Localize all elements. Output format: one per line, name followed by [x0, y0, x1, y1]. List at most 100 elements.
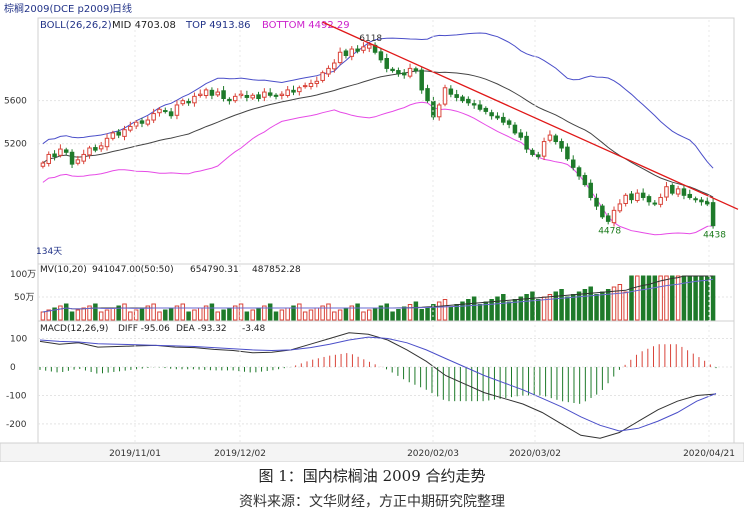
candle-body	[186, 101, 191, 104]
candle-body	[431, 101, 436, 118]
volume-v1: 941047.00(50:50)	[92, 265, 174, 275]
candle-body	[442, 87, 448, 105]
volume-bar	[279, 309, 285, 321]
candle-body	[116, 131, 121, 136]
candle-body	[46, 153, 51, 164]
candle-body	[559, 141, 564, 149]
macd-diff: DIFF -95.06	[118, 324, 170, 334]
candle-body	[477, 104, 483, 110]
candle-body	[128, 125, 133, 131]
price-panel	[37, 17, 735, 265]
candle-body	[273, 94, 279, 97]
volume-bar	[297, 303, 302, 321]
candle-body	[448, 88, 454, 95]
candle-body	[238, 93, 244, 97]
candle-body	[541, 141, 547, 157]
candle-body	[390, 68, 395, 72]
macd-y-tick-label: -100	[6, 391, 27, 401]
candle-body	[629, 193, 634, 201]
candle-body	[506, 120, 512, 125]
volume-bar	[442, 299, 448, 321]
candle-body	[110, 132, 116, 139]
volume-bar	[448, 306, 454, 321]
candle-body	[279, 93, 285, 97]
volume-v2: 654790.31	[190, 265, 239, 275]
volume-bar	[332, 311, 337, 321]
volume-bar	[699, 275, 704, 321]
candle-body	[652, 202, 658, 205]
candle-body	[524, 135, 529, 150]
candle-body	[675, 188, 681, 195]
candle-body	[611, 209, 617, 224]
macd-dea-line	[39, 336, 717, 432]
candle-body	[501, 116, 506, 123]
volume-bar	[559, 289, 564, 321]
candle-body	[646, 196, 652, 203]
volume-bar	[594, 294, 599, 321]
volume-bar	[640, 275, 646, 321]
candle-body	[536, 154, 541, 158]
candle-body	[203, 89, 209, 97]
volume-bar	[308, 309, 314, 321]
candle-body	[139, 120, 145, 124]
candle-body	[314, 80, 320, 84]
volume-bar	[401, 306, 407, 321]
volume-bar	[413, 301, 419, 321]
macd-title: MACD(12,26,9)	[40, 324, 108, 334]
volume-layer: 50万 100万	[10, 270, 734, 321]
volume-bar	[670, 275, 675, 321]
candle-body	[565, 146, 570, 160]
volume-bar	[198, 307, 203, 321]
volume-bar	[378, 305, 384, 321]
candle-body	[413, 68, 419, 72]
candle-body	[483, 107, 489, 112]
volume-bar	[460, 301, 465, 321]
candle-body	[133, 121, 139, 127]
volume-bar	[145, 305, 151, 321]
candle-body	[192, 95, 197, 104]
volume-bar	[349, 305, 355, 321]
candle-body	[670, 184, 675, 194]
candle-body	[250, 94, 255, 99]
candle-body	[436, 104, 442, 118]
volume-bar	[372, 307, 378, 321]
candle-body	[221, 90, 226, 100]
volume-bar	[110, 307, 116, 321]
candle-body	[512, 124, 518, 134]
price-y-tick-label: 5600	[4, 97, 27, 107]
candle-body	[87, 147, 92, 156]
candle-body	[588, 182, 593, 198]
candle-body	[605, 215, 611, 222]
candle-body	[52, 153, 57, 158]
candle-body	[658, 196, 663, 205]
volume-bar	[262, 305, 267, 321]
macd-y-tick-label: 0	[10, 363, 16, 373]
volume-bar	[285, 307, 290, 321]
volume-bar	[617, 284, 623, 321]
candle-body	[244, 95, 250, 98]
volume-bar	[75, 309, 81, 321]
macd-dea: DEA -93.32	[176, 324, 227, 334]
candle-body	[93, 147, 98, 151]
candle-body	[332, 62, 337, 70]
volume-y-tick-label: 100万	[10, 270, 36, 280]
volume-bar	[518, 296, 524, 321]
volume-v3: 487852.28	[252, 265, 301, 275]
candle-body	[710, 202, 716, 227]
volume-bar	[530, 291, 535, 321]
volume-bar	[63, 303, 69, 321]
axis-layer: 2019/11/01 2019/12/02 2020/02/03 2020/03/02…	[109, 20, 735, 459]
volume-bar	[238, 303, 244, 321]
volume-bar	[425, 306, 430, 321]
macd-panel	[37, 320, 735, 444]
candle-body	[699, 199, 704, 203]
boll-label: BOLL(26,26,2)	[40, 20, 112, 31]
volume-bar	[227, 307, 232, 321]
volume-bar	[81, 307, 86, 321]
candle-body	[145, 119, 151, 125]
volume-bar	[466, 299, 471, 321]
candle-body	[122, 129, 127, 137]
volume-bar	[320, 305, 325, 321]
volume-bar	[495, 296, 500, 321]
volume-bar	[536, 299, 541, 321]
